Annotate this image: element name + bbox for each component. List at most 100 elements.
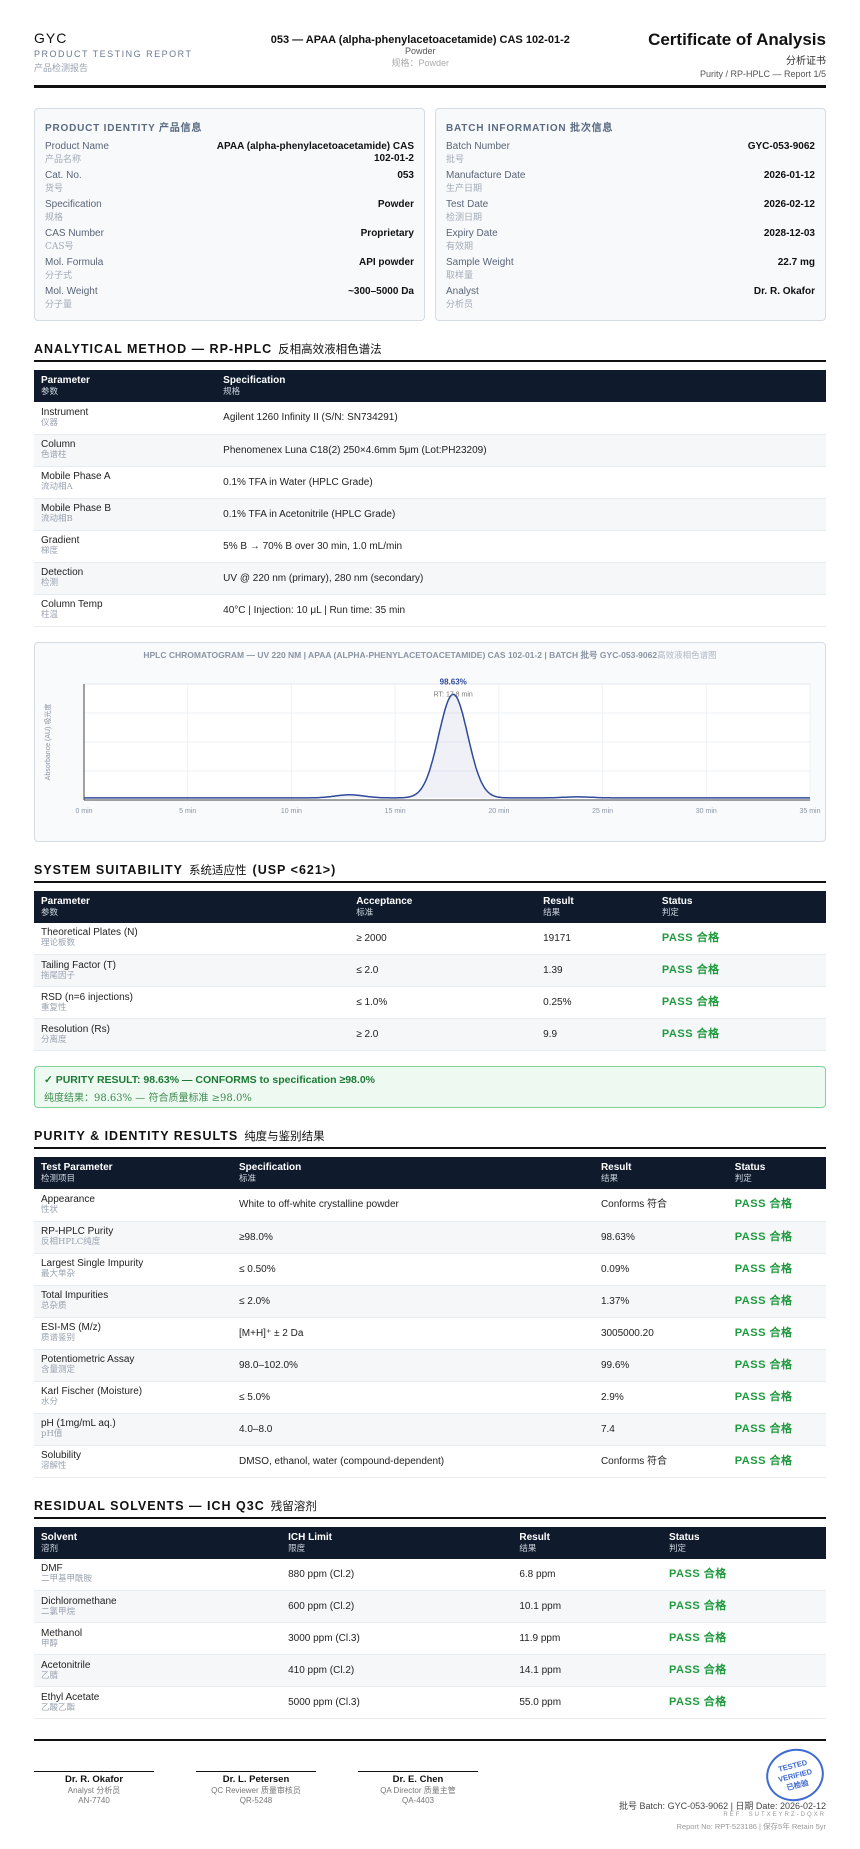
- cell: 6.8 ppm: [512, 1558, 663, 1591]
- label-cn: 取样量: [446, 271, 474, 281]
- signer-role: Analyst 分析员: [67, 1786, 121, 1795]
- label-cn: 产品名称: [45, 155, 82, 165]
- cell: [M+H]⁺ ± 2 Da: [232, 1317, 594, 1350]
- label: Cat. No.: [45, 170, 82, 181]
- parameter-name: Instrument: [41, 406, 89, 418]
- status: PASS 合格: [662, 1654, 826, 1687]
- parameter: Column 色谱柱: [34, 434, 217, 467]
- subtitle: PRODUCT TESTING REPORT: [34, 49, 193, 59]
- parameter-name-cn: 乙酸乙酯: [41, 1702, 76, 1713]
- status: PASS 合格: [654, 986, 826, 1019]
- parameter-name-cn: 水分: [41, 1397, 59, 1407]
- value: 2028-12-03: [763, 228, 815, 239]
- row: Detection 检测 UV @ 220 nm (primary), 280 nm…: [34, 562, 826, 595]
- row: Instrument 仪器 Agilent 1260 Infinity II (S/…: [34, 402, 826, 435]
- parameter-name-cn: 最大单杂: [41, 1269, 76, 1279]
- parameter: RSD (n=6 injections) 重复性: [34, 986, 350, 1019]
- heading-text: RESIDUAL SOLVENTS — ICH Q3C: [34, 1498, 265, 1513]
- parameter: Mobile Phase B 流动相B: [34, 498, 217, 531]
- section-heading: ANALYTICAL METHOD — RP-HPLC 反相高效液相色谱法: [34, 341, 826, 362]
- info-label: CAS Number CAS号: [45, 228, 104, 257]
- label-cn: 分子量: [45, 300, 73, 310]
- cell: 11.9 ppm: [512, 1622, 663, 1655]
- parameter-name-cn: 流动相B: [41, 514, 73, 524]
- parameter-name: Potentiometric Assay: [41, 1354, 135, 1365]
- row: Acetonitrile 乙腈 410 ppm (Cl.2) 14.1 ppm PASS…: [34, 1654, 826, 1687]
- info-label: Test Date 检测日期: [446, 199, 488, 228]
- x-tick-label: 5 min: [179, 808, 196, 815]
- value: API powder: [358, 257, 414, 268]
- parameter-name-cn: 反相HPLC纯度: [41, 1237, 101, 1247]
- heading-cn: 系统适应性: [189, 862, 247, 877]
- parameter-name-cn: 重复性: [41, 1002, 67, 1013]
- parameter-name-cn: 乙腈: [41, 1670, 59, 1681]
- rt-label: RT: 17.8 min: [434, 691, 473, 698]
- label: Manufacture Date: [446, 170, 526, 181]
- cell: 40°C | Injection: 10 μL | Run time: 35 m…: [216, 594, 826, 627]
- batch-date: 批号 Batch: GYC-053-9062 | 日期 Date: 2026-0…: [619, 1801, 826, 1811]
- row: Karl Fischer (Moisture) 水分 ≤ 5.0% 2.9% PASS …: [34, 1381, 826, 1414]
- parameter: DMF 二甲基甲酰胺: [34, 1558, 282, 1591]
- parameter-name-cn: 理论板数: [41, 938, 76, 949]
- heading-cn: 纯度与鉴别结果: [244, 1129, 325, 1143]
- parameter-name: RP-HPLC Purity: [41, 1226, 114, 1237]
- cell: Conforms 符合: [593, 1189, 728, 1222]
- label: CAS Number: [45, 228, 104, 239]
- doc-title-cn: 分析证书: [786, 56, 826, 67]
- column-label: Parameter: [41, 895, 90, 907]
- parameter-name: Mobile Phase A: [41, 471, 111, 482]
- column-label-cn: 结果: [600, 1173, 618, 1183]
- value: Proprietary: [360, 228, 414, 239]
- column-header: Status 判定: [654, 890, 826, 923]
- status: PASS 合格: [654, 922, 826, 955]
- cell: 99.6%: [593, 1349, 728, 1382]
- row: DMF 二甲基甲酰胺 880 ppm (Cl.2) 6.8 ppm PASS 合格: [34, 1558, 826, 1591]
- cell: 880 ppm (Cl.2): [281, 1558, 513, 1591]
- info-label: Mol. Weight 分子量: [45, 286, 98, 315]
- value: 22.7 mg: [777, 257, 815, 268]
- product: 053 — APAA (alpha-phenylacetoacetamide) …: [270, 34, 570, 46]
- cell: 5% B → 70% B over 30 min, 1.0 mL/min: [216, 530, 826, 563]
- column-label-cn: 结果: [543, 906, 561, 917]
- table: Parameter 参数 Specification 规格 Instrument 仪器 Ag…: [34, 370, 826, 627]
- parameter-name: Theoretical Plates (N): [41, 927, 138, 939]
- column-label-cn: 限度: [288, 1542, 306, 1553]
- label: Expiry Date: [446, 228, 498, 239]
- info-row: Batch Number 批号 GYC-053-9062: [446, 141, 815, 170]
- label-cn: 规格: [45, 213, 64, 223]
- verified-stamp: TESTED VERIFIED 已检验: [760, 1742, 830, 1808]
- info-row: Manufacture Date 生产日期 2026-01-12: [446, 170, 815, 199]
- row: ESI-MS (M/z) 质谱鉴别 [M+H]⁺ ± 2 Da 3005000.20 P…: [34, 1317, 826, 1350]
- subtitle-cn: 产品检测报告: [34, 64, 89, 74]
- status: PASS 合格: [727, 1285, 826, 1318]
- cell: 1.37%: [593, 1285, 728, 1318]
- parameter: Potentiometric Assay 含量测定: [34, 1349, 232, 1382]
- column-header: Result 结果: [536, 890, 655, 923]
- y-axis-label: Absorbance (AU) 吸光度: [43, 703, 52, 780]
- parameter: Appearance 性状: [34, 1189, 232, 1222]
- status: PASS 合格: [662, 1590, 826, 1623]
- column-label-cn: 判定: [661, 906, 679, 917]
- cell: ≥98.0%: [232, 1221, 594, 1254]
- label: Batch Number: [446, 141, 510, 152]
- parameter: Karl Fischer (Moisture) 水分: [34, 1381, 232, 1414]
- parameter-name: Total Impurities: [41, 1290, 109, 1301]
- column-label: Status: [661, 895, 693, 907]
- cell: 0.1% TFA in Acetonitrile (HPLC Grade): [216, 498, 826, 531]
- info-label: Analyst 分析员: [446, 286, 479, 315]
- thead: Parameter 参数 Acceptance 标准 Result 结果 Status 判定: [34, 890, 826, 923]
- tbody: Theoretical Plates (N) 理论板数 ≥ 2000 19171 PAS…: [34, 922, 826, 1051]
- parameter-name: Karl Fischer (Moisture): [41, 1386, 143, 1397]
- report-ref: Purity / RP-HPLC — Report 1/5: [699, 69, 826, 79]
- status: PASS 合格: [727, 1445, 826, 1478]
- parameter-name: Column: [41, 439, 76, 450]
- info-boxes: PRODUCT IDENTITY 产品信息 Product Name 产品名称 AP…: [34, 108, 826, 321]
- parameter-name: Gradient: [41, 535, 80, 546]
- report-no: Report No: RPT-523186 | 保存5年 Retain 5yr: [676, 1822, 826, 1831]
- column-label-cn: 参数: [41, 906, 59, 917]
- purity-result: ✓ PURITY RESULT: 98.63% — CONFORMS to sp…: [34, 1066, 826, 1108]
- signer-name: Dr. L. Petersen: [222, 1774, 290, 1785]
- row: Resolution (Rs) 分离度 ≥ 2.0 9.9 PASS 合格: [34, 1018, 826, 1051]
- column-label-cn: 检测项目: [41, 1173, 76, 1183]
- brand-block: GYC PRODUCT TESTING REPORT 产品检测报告: [34, 30, 193, 74]
